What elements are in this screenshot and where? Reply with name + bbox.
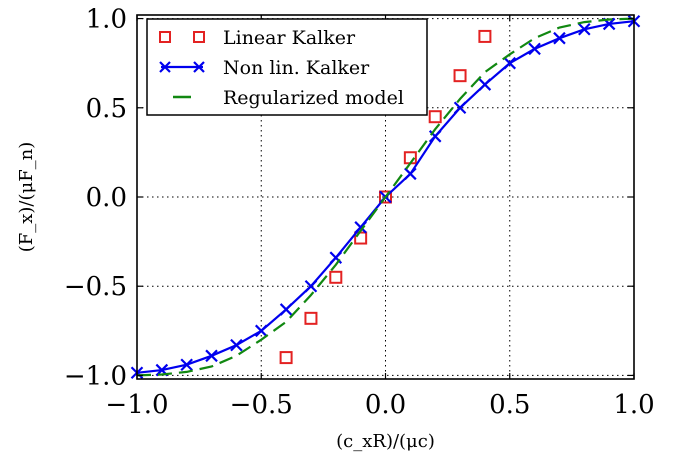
square-marker (329, 270, 343, 284)
x-tick-label: −1.0 (105, 390, 168, 420)
x-marker (254, 324, 268, 338)
legend-label: Regularized model (223, 87, 404, 109)
square-marker (304, 311, 318, 325)
square-marker (193, 31, 205, 43)
x-marker (230, 338, 243, 352)
x-marker (503, 56, 517, 70)
x-marker (553, 31, 566, 45)
series-line (136, 17, 635, 377)
x-marker (205, 349, 218, 363)
x-marker (159, 61, 171, 73)
x-marker (354, 221, 367, 234)
x-marker (578, 22, 591, 36)
x-marker (428, 130, 442, 143)
square-marker (159, 31, 171, 43)
y-tick-label: 1.0 (86, 5, 127, 35)
x-tick-label: 0.0 (365, 390, 406, 420)
x-marker (329, 251, 343, 264)
x-marker (193, 61, 205, 73)
square-marker (379, 190, 392, 204)
axis-ticks: −1.0 −0.5 0.0 0.5 1.0 −1.0 −0.5 0.0 0.5 1.0 (64, 5, 655, 420)
x-tick-label: −0.5 (230, 390, 293, 420)
legend-entry: Linear Kalker (159, 27, 356, 49)
y-tick-label: −0.5 (64, 272, 127, 302)
x-tick-label: 0.5 (489, 390, 530, 420)
x-marker (478, 78, 492, 91)
series-linear-kalker (279, 29, 492, 365)
legend-label: Linear Kalker (223, 27, 356, 49)
legend-entry: Non lin. Kalker (159, 57, 370, 79)
square-marker (279, 351, 293, 365)
x-marker (279, 303, 293, 316)
square-marker (453, 69, 467, 83)
plot-series (130, 14, 641, 380)
x-axis-label: (c_xR)/(μc) (336, 431, 435, 452)
x-marker (404, 167, 417, 181)
legend-entry: Regularized model (173, 87, 404, 109)
y-tick-label: 0.5 (86, 94, 127, 124)
x-tick-label: 1.0 (613, 390, 654, 420)
series-regularized-model (136, 17, 635, 377)
legend: Linear Kalker Non lin. Kalker Regularized … (146, 18, 428, 116)
x-marker (180, 358, 193, 372)
square-marker (478, 29, 492, 43)
y-axis-label: (F_x)/(μF_n) (16, 142, 37, 253)
x-marker (528, 42, 541, 56)
square-marker (428, 110, 442, 124)
legend-label: Non lin. Kalker (223, 57, 370, 79)
y-tick-label: 0.0 (86, 183, 127, 213)
x-marker (304, 279, 318, 293)
y-tick-label: −1.0 (64, 361, 127, 391)
x-marker (453, 101, 467, 115)
square-marker (354, 231, 368, 245)
